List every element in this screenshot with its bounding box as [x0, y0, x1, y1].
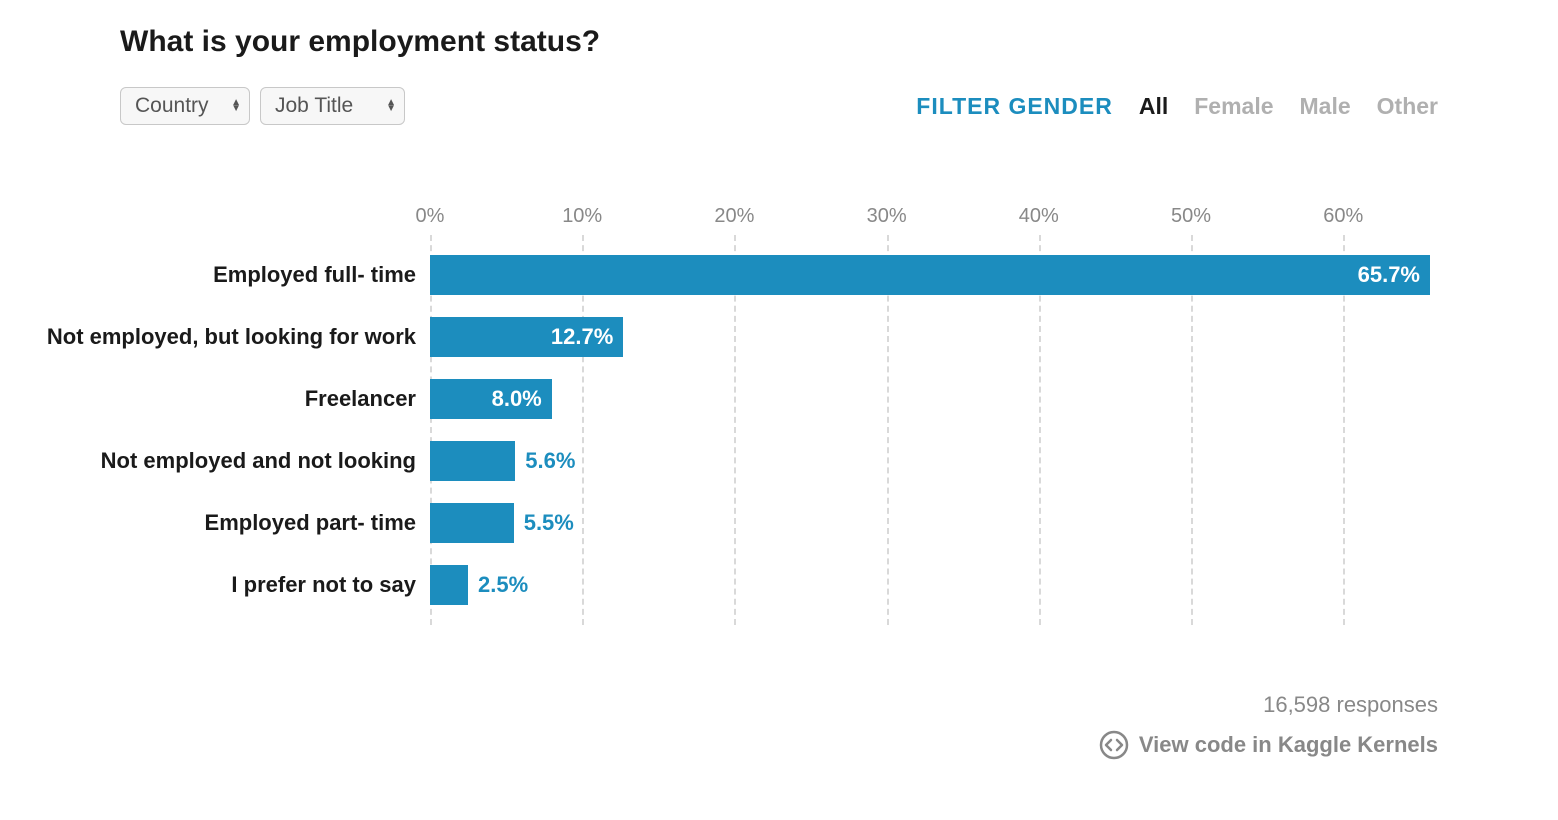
kaggle-link-text: View code in Kaggle Kernels: [1139, 732, 1438, 758]
chart-area: 0%10%20%30%40%50%60% Employed full- time…: [430, 205, 1430, 625]
bar-value: 2.5%: [468, 572, 528, 598]
bar-value: 12.7%: [551, 324, 613, 350]
chart-footer: 16,598 responses View code in Kaggle Ker…: [1099, 692, 1438, 760]
bar-label: Employed full- time: [213, 262, 430, 288]
bar-row: Not employed, but looking for work12.7%: [430, 317, 1430, 357]
bar-label: Not employed, but looking for work: [47, 324, 430, 350]
chart-container: What is your employment status? Country …: [0, 0, 1558, 820]
bar-value: 5.5%: [514, 510, 574, 536]
bar: 12.7%: [430, 317, 623, 357]
bar: 2.5%: [430, 565, 468, 605]
filter-option-all[interactable]: All: [1139, 93, 1168, 120]
bar: 65.7%: [430, 255, 1430, 295]
bar-value: 5.6%: [515, 448, 575, 474]
dropdowns-group: Country ▲▼ Job Title ▲▼: [120, 87, 405, 125]
jobtitle-dropdown-label: Job Title: [275, 94, 353, 118]
kaggle-link[interactable]: View code in Kaggle Kernels: [1099, 730, 1438, 760]
country-dropdown[interactable]: Country ▲▼: [120, 87, 250, 125]
country-dropdown-label: Country: [135, 94, 209, 118]
bar: 5.5%: [430, 503, 514, 543]
controls-row: Country ▲▼ Job Title ▲▼ FILTER GENDER Al…: [120, 87, 1438, 125]
gender-filter-group: FILTER GENDER All Female Male Other: [916, 93, 1438, 120]
dropdown-arrows-icon: ▲▼: [231, 100, 241, 112]
filter-option-male[interactable]: Male: [1300, 93, 1351, 120]
bar-label: Freelancer: [305, 386, 430, 412]
axis-tick: 50%: [1171, 205, 1211, 228]
filter-option-other[interactable]: Other: [1377, 93, 1438, 120]
jobtitle-dropdown[interactable]: Job Title ▲▼: [260, 87, 405, 125]
bar-row: Employed part- time5.5%: [430, 503, 1430, 543]
axis-tick: 0%: [416, 205, 445, 228]
responses-count: 16,598 responses: [1099, 692, 1438, 718]
axis-tick: 30%: [867, 205, 907, 228]
dropdown-arrows-icon: ▲▼: [386, 100, 396, 112]
axis-tick: 60%: [1323, 205, 1363, 228]
bar-label: Employed part- time: [205, 510, 430, 536]
bar-label: I prefer not to say: [231, 572, 430, 598]
filter-option-female[interactable]: Female: [1194, 93, 1273, 120]
chart-title: What is your employment status?: [120, 25, 1438, 59]
code-icon: [1099, 730, 1129, 760]
bar: 5.6%: [430, 441, 515, 481]
filter-label: FILTER GENDER: [916, 93, 1113, 120]
bar-row: Not employed and not looking5.6%: [430, 441, 1430, 481]
plot-area: Employed full- time65.7% Not employed, bu…: [430, 235, 1430, 625]
bar: 8.0%: [430, 379, 552, 419]
bar-label: Not employed and not looking: [101, 448, 430, 474]
bar-row: I prefer not to say2.5%: [430, 565, 1430, 605]
bar-value: 65.7%: [1358, 262, 1420, 288]
bar-value: 8.0%: [492, 386, 542, 412]
x-axis: 0%10%20%30%40%50%60%: [430, 205, 1430, 235]
bar-row: Freelancer8.0%: [430, 379, 1430, 419]
axis-tick: 20%: [714, 205, 754, 228]
bar-row: Employed full- time65.7%: [430, 255, 1430, 295]
axis-tick: 10%: [562, 205, 602, 228]
axis-tick: 40%: [1019, 205, 1059, 228]
